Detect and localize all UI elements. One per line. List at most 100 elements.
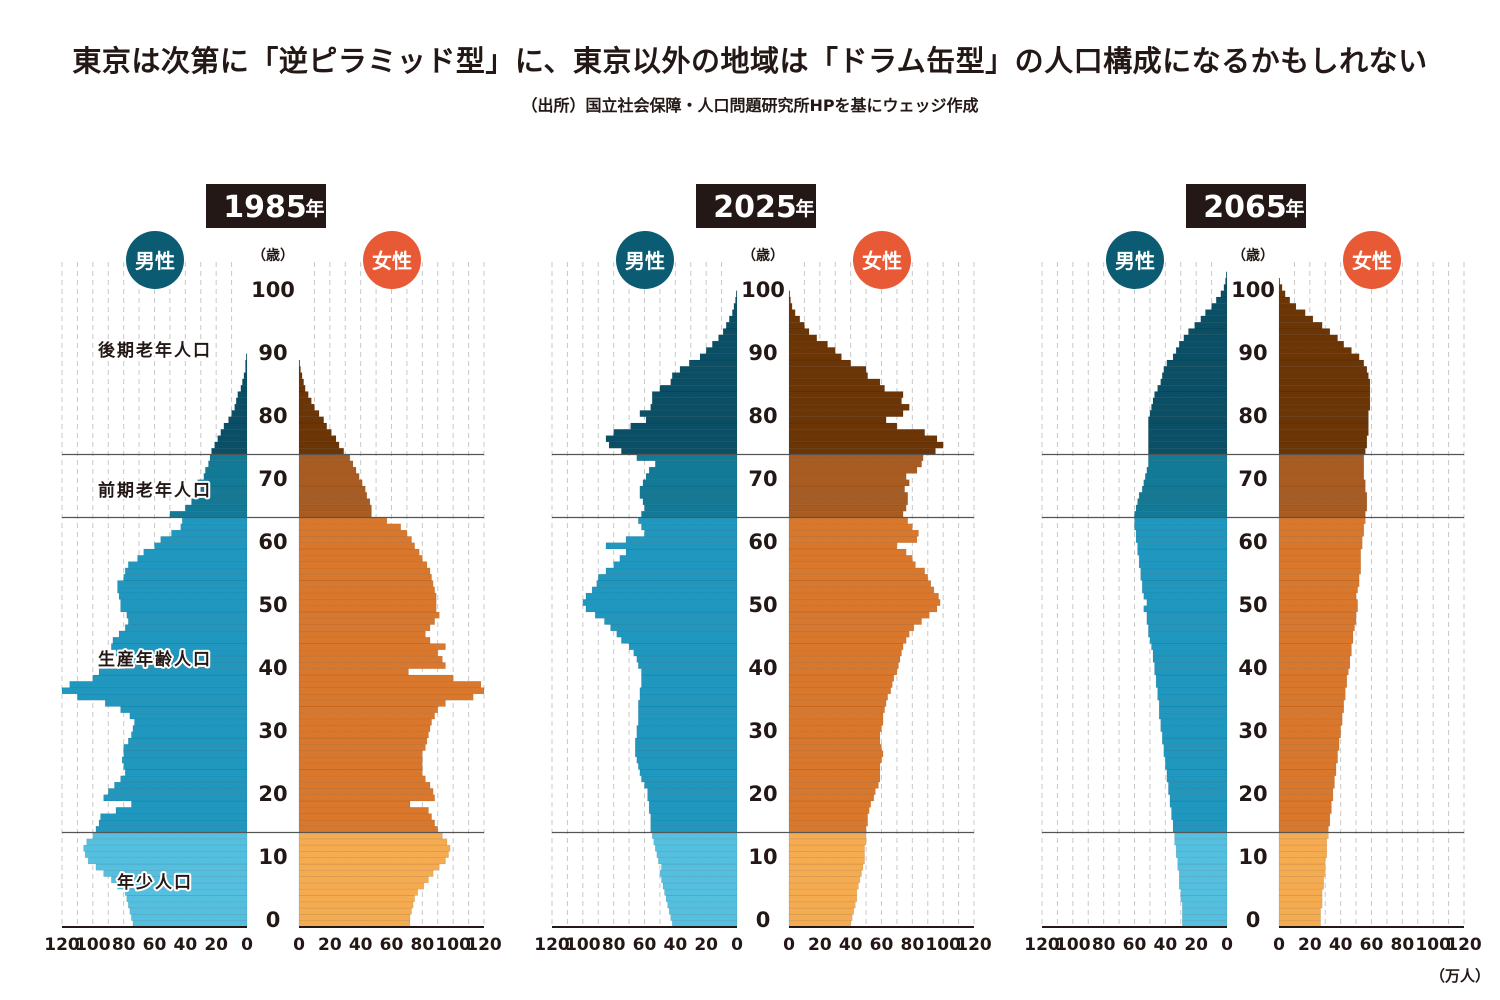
female-bar-age-89	[788, 359, 851, 367]
female-bar-age-73	[298, 460, 354, 468]
female-bar-age-56	[298, 567, 431, 575]
male-x-tick: 40	[173, 935, 197, 955]
age-tick: 50	[258, 593, 287, 617]
male-bar-age-70	[197, 479, 248, 487]
male-bar-age-3	[1181, 901, 1228, 909]
male-bar-age-71	[203, 473, 248, 480]
male-bar-age-6	[117, 882, 248, 890]
male-bar-age-3	[127, 901, 248, 909]
male-bar-age-98	[733, 302, 738, 310]
male-bar-age-94	[722, 328, 738, 336]
male-bar-age-45	[112, 636, 248, 644]
male-bar-age-46	[1148, 630, 1228, 638]
female-bar-age-99	[788, 296, 791, 304]
female-bar-age-42	[298, 655, 443, 663]
male-bar-age-36	[639, 693, 738, 701]
male-bar-age-38	[69, 680, 248, 688]
female-bar-age-1	[298, 914, 411, 922]
male-bar-age-11	[1175, 851, 1228, 859]
female-bar-age-47	[298, 624, 431, 632]
female-bar-age-38	[1278, 680, 1348, 688]
age-tick: 80	[1238, 404, 1267, 428]
male-bar-age-16	[1172, 819, 1228, 827]
female-bar-age-87	[1278, 372, 1369, 380]
male-bar-age-27	[123, 750, 248, 758]
male-bar-age-20	[647, 794, 738, 802]
female-bar-age-16	[1278, 819, 1331, 827]
female-bar-age-92	[788, 340, 828, 348]
male-bar-age-84	[237, 391, 248, 399]
male-bar-age-58	[137, 554, 248, 562]
male-bar-age-68	[1138, 491, 1228, 499]
male-bar-age-1	[670, 914, 738, 922]
year-label: 2065	[1203, 190, 1287, 225]
female-bar-age-61	[298, 536, 412, 544]
male-bar-age-2	[129, 907, 248, 915]
female-bar-age-89	[1278, 359, 1365, 367]
female-bar-age-78	[298, 428, 332, 436]
male-bar-age-25	[638, 762, 738, 770]
female-bar-age-96	[1278, 315, 1314, 323]
female-bar-age-22	[788, 781, 879, 789]
female-bar-age-51	[298, 599, 437, 607]
male-bar-age-90	[699, 353, 738, 361]
female-bar-age-102	[1278, 277, 1281, 285]
male-bar-age-63	[641, 523, 738, 531]
female-bar-age-48	[788, 617, 922, 625]
female-bar-age-19	[788, 800, 872, 808]
male-bar-age-95	[725, 321, 738, 329]
male-bar-age-2	[1181, 907, 1228, 915]
female-bar-age-9	[1278, 863, 1326, 871]
female-bar-age-3	[298, 901, 414, 909]
male-bar-age-99	[735, 296, 738, 304]
male-bar-age-64	[1134, 517, 1228, 525]
female-bar-age-88	[298, 365, 301, 373]
female-bar-age-38	[298, 680, 482, 688]
male-bar-age-47	[1148, 624, 1228, 632]
female-bar-age-15	[298, 825, 439, 833]
female-bar-age-87	[298, 372, 303, 380]
female-bar-age-27	[1278, 750, 1338, 758]
male-bar-age-33	[129, 712, 248, 720]
male-bar-age-62	[1135, 529, 1228, 537]
age-tick: 30	[1238, 719, 1267, 743]
female-bar-age-31	[1278, 725, 1341, 733]
female-bar-age-55	[1278, 573, 1360, 581]
male-bar-age-99	[1215, 296, 1228, 304]
male-bar-age-49	[594, 611, 738, 619]
female-bar-age-4	[788, 895, 858, 903]
female-bar-age-19	[1278, 800, 1332, 808]
male-bar-age-82	[234, 403, 248, 411]
age-tick: 0	[1246, 908, 1261, 932]
male-bar-age-49	[1146, 611, 1228, 619]
male-bar-age-58	[619, 554, 738, 562]
male-bar-age-28	[1163, 743, 1228, 751]
female-bar-age-74	[788, 454, 924, 462]
male-bar-age-53	[591, 586, 738, 594]
male-bar-age-89	[688, 359, 738, 367]
male-bar-age-57	[127, 561, 248, 569]
female-bar-age-16	[788, 819, 868, 827]
female-bar-age-94	[1278, 328, 1331, 336]
female-bar-age-20	[788, 794, 875, 802]
female-bar-age-65	[788, 510, 904, 518]
male-x-tick: 0	[241, 935, 253, 955]
female-bar-age-39	[298, 674, 454, 682]
year-box	[1186, 184, 1306, 228]
male-bar-age-76	[1148, 441, 1228, 449]
female-bar-age-73	[1278, 460, 1365, 468]
female-bar-age-28	[1278, 743, 1340, 751]
female-bar-age-62	[298, 529, 408, 537]
female-bar-age-26	[788, 756, 882, 764]
female-bar-age-98	[788, 302, 793, 310]
female-bar-age-15	[788, 825, 867, 833]
male-bar-age-60	[154, 542, 248, 550]
male-bar-age-44	[628, 643, 738, 651]
male-bar-age-3	[667, 901, 738, 909]
male-bar-age-67	[642, 498, 738, 506]
female-bar-age-59	[1278, 548, 1362, 556]
female-bar-age-50	[1278, 605, 1358, 613]
female-bar-age-87	[788, 372, 868, 380]
male-bar-age-38	[641, 680, 738, 688]
